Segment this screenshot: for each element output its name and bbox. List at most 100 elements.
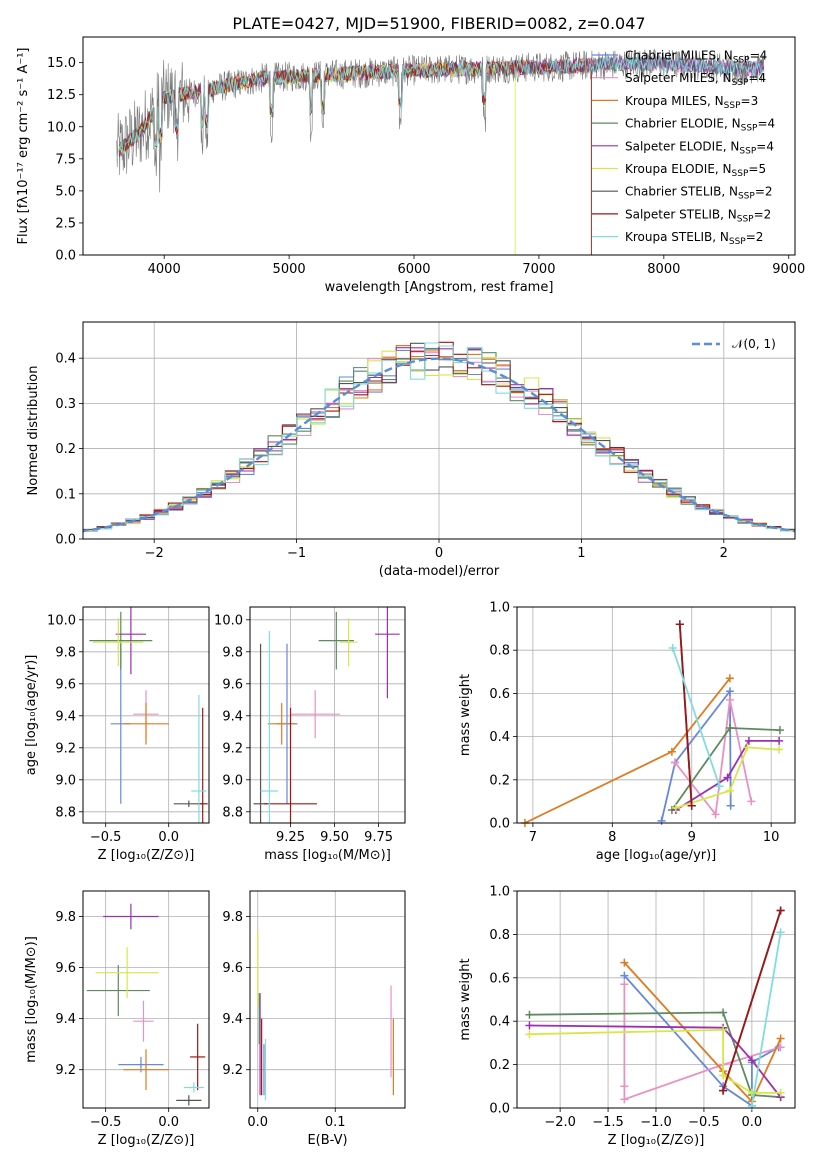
weight-marker bbox=[620, 971, 629, 980]
y-tick-label: 0.1 bbox=[55, 487, 76, 502]
legend-label: Chabrier STELIB, NSSP=2 bbox=[625, 185, 773, 202]
weight-marker bbox=[620, 958, 629, 967]
panel-0-frame bbox=[82, 36, 796, 256]
panel-5-axes: −0.5 0.0 9.2 9.4 9.6 9.8 Z [log₁₀(Z/Z⊙)] mass [… bbox=[24, 891, 209, 1148]
x-tick-label: −1.5 bbox=[592, 1115, 624, 1130]
legend-suffix: =3 bbox=[741, 94, 759, 108]
panel-7-axes: −2.0 −1.5 −1.0 −0.5 0.0 0.0 0.2 0.4 0.6 0.8 1.0 Z [… bbox=[458, 885, 795, 1148]
weight-marker bbox=[719, 1008, 728, 1017]
legend-name: Salpeter MILES, N bbox=[625, 71, 732, 85]
residual-histogram-2 bbox=[83, 345, 795, 533]
x-axis-label: E(B-V) bbox=[307, 1133, 347, 1148]
error-bars bbox=[89, 607, 208, 823]
x-axis-label: Z [log₁₀(Z/Z⊙)] bbox=[98, 1133, 195, 1148]
weight-marker bbox=[743, 743, 752, 752]
x-tick-label: 9.75 bbox=[364, 830, 393, 845]
legend-label: Chabrier MILES, NSSP=4 bbox=[625, 49, 767, 66]
residual-histogram-6 bbox=[83, 342, 795, 532]
weight-marker bbox=[657, 816, 666, 825]
panel-3-frame bbox=[249, 606, 406, 824]
weight-marker bbox=[525, 1010, 534, 1019]
panel-1-axes: −2 −1 0 1 2 0.0 0.1 0.2 0.3 0.4 (data-model)/error… bbox=[26, 322, 795, 579]
y-tick-label: 9.8 bbox=[222, 645, 243, 660]
y-tick-label: 0.4 bbox=[489, 730, 510, 745]
y-tick-label: 9.2 bbox=[222, 1063, 243, 1078]
model-spectrum-8 bbox=[116, 55, 764, 160]
y-tick-label: 9.2 bbox=[55, 1063, 76, 1078]
weight-marker bbox=[723, 773, 732, 782]
y-tick-label: 0.2 bbox=[55, 442, 76, 457]
weight-marker bbox=[719, 1086, 728, 1095]
error-bars bbox=[86, 903, 206, 1106]
panel-6-axes: 0.0 0.1 9.2 9.4 9.6 9.8 E(B-V) bbox=[222, 891, 405, 1148]
legend-name: Chabrier MILES, N bbox=[625, 49, 733, 63]
legend-sub: SSP bbox=[732, 169, 749, 179]
weight-marker bbox=[620, 1095, 629, 1104]
legend-label: Kroupa ELODIE, NSSP=5 bbox=[625, 162, 766, 179]
legend-suffix: =2 bbox=[746, 230, 764, 244]
panel-7-frame bbox=[516, 890, 796, 1109]
panel-6-frame bbox=[249, 890, 406, 1109]
y-axis-label: Flux [fλ10⁻¹⁷ erg cm⁻² s⁻¹ A⁻¹] bbox=[16, 48, 31, 245]
legend-name: Chabrier ELODIE, N bbox=[625, 117, 741, 131]
y-tick-label: 9.4 bbox=[222, 1012, 243, 1027]
panel-4-axes: 7 8 9 10 0.0 0.2 0.4 0.6 0.8 1.0 age [log₁₀(age/yr… bbox=[458, 601, 795, 863]
weight-marker bbox=[744, 736, 753, 745]
weight-series-1 bbox=[674, 699, 753, 817]
y-tick-label: 9.8 bbox=[55, 910, 76, 925]
weight-lines bbox=[520, 620, 784, 827]
legend-suffix: =4 bbox=[750, 49, 768, 63]
x-tick-label: 9 bbox=[688, 830, 696, 845]
x-tick-label: 9.50 bbox=[320, 830, 349, 845]
y-axis-label: mass weight bbox=[458, 958, 473, 1040]
weight-lines bbox=[525, 906, 785, 1110]
legend-name: Kroupa MILES, N bbox=[625, 94, 724, 108]
y-tick-label: 9.6 bbox=[222, 961, 243, 976]
weight-marker bbox=[687, 801, 696, 810]
x-axis-label: Z [log₁₀(Z/Z⊙)] bbox=[608, 1133, 705, 1148]
legend-sub: SSP bbox=[724, 101, 741, 111]
weight-marker bbox=[525, 1021, 534, 1030]
y-tick-label: 0.4 bbox=[489, 1015, 510, 1030]
y-tick-label: 9.4 bbox=[55, 709, 76, 724]
x-tick-label: 0.0 bbox=[247, 1115, 268, 1130]
panel-3-axes: 9.25 9.50 9.75 8.8 9.0 9.2 9.4 9.6 9.8 10.0 mass [… bbox=[214, 607, 405, 863]
y-tick-label: 0.8 bbox=[489, 928, 510, 943]
y-tick-label: 1.0 bbox=[489, 885, 510, 900]
weight-marker bbox=[725, 674, 734, 683]
legend-name: Salpeter STELIB, N bbox=[625, 207, 737, 221]
weight-marker bbox=[667, 747, 676, 756]
weight-marker bbox=[725, 786, 734, 795]
legend-name: Kroupa STELIB, N bbox=[625, 230, 729, 244]
weight-marker bbox=[725, 687, 734, 696]
weight-marker bbox=[715, 782, 724, 791]
x-tick-label: 8 bbox=[608, 830, 616, 845]
y-tick-label: 9.6 bbox=[55, 961, 76, 976]
legend-name: Chabrier STELIB, N bbox=[625, 185, 738, 199]
weight-series-0 bbox=[660, 688, 732, 822]
y-tick-label: 2.5 bbox=[55, 216, 76, 231]
y-tick-label: 0.6 bbox=[489, 687, 510, 702]
spectrum-lines bbox=[116, 48, 765, 255]
legend-sub: SSP bbox=[739, 146, 756, 156]
weight-marker bbox=[747, 1056, 756, 1065]
weight-marker bbox=[776, 1034, 785, 1043]
x-tick-label: −1.0 bbox=[640, 1115, 672, 1130]
legend-label: Kroupa MILES, NSSP=3 bbox=[625, 94, 758, 111]
y-tick-label: 7.5 bbox=[55, 152, 76, 167]
y-tick-label: 8.8 bbox=[222, 805, 243, 820]
weight-series-2 bbox=[623, 961, 782, 1104]
legend-sub: SSP bbox=[738, 192, 755, 202]
y-tick-label: 0.0 bbox=[489, 817, 510, 832]
x-tick-label: 0.1 bbox=[325, 1115, 346, 1130]
residual-histogram-5 bbox=[83, 350, 795, 532]
x-tick-label: 0.0 bbox=[742, 1115, 763, 1130]
weight-marker bbox=[668, 644, 677, 653]
legend-label: 𝒩(0, 1) bbox=[732, 337, 776, 351]
weight-marker bbox=[776, 906, 785, 915]
y-tick-label: 9.6 bbox=[222, 677, 243, 692]
y-tick-label: 0.0 bbox=[55, 249, 76, 264]
model-spectrum-6 bbox=[118, 56, 765, 153]
y-tick-label: 1.0 bbox=[489, 601, 510, 616]
